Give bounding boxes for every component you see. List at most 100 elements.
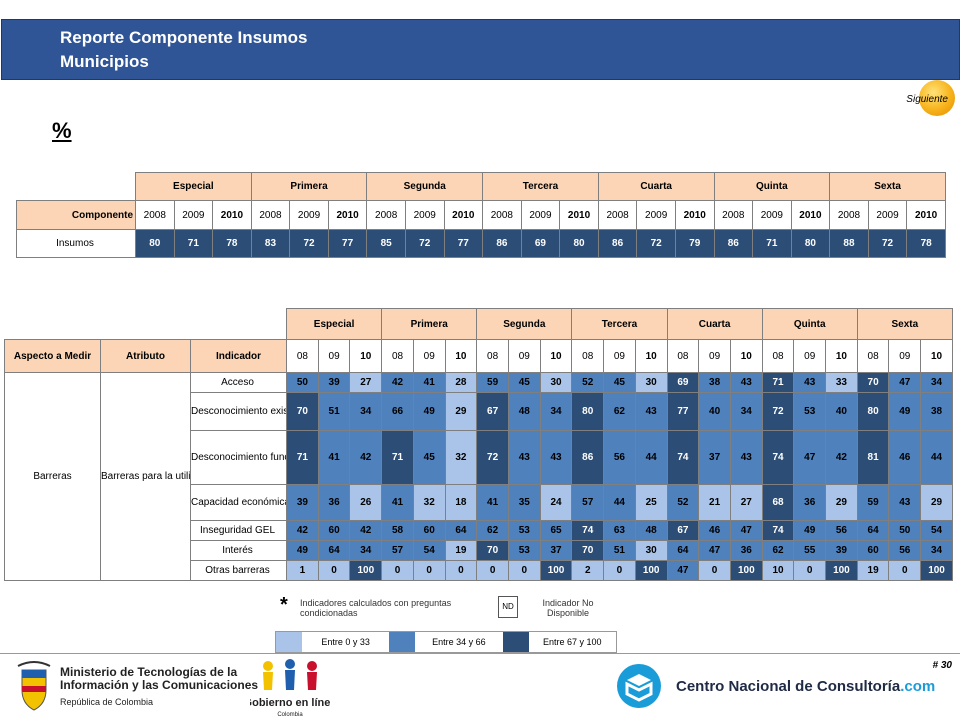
year-header: 2009	[867, 200, 908, 230]
year-header: 09	[698, 339, 731, 373]
value-cell: 19	[856, 560, 890, 581]
value-cell: 81	[856, 430, 890, 485]
value-cell: 80	[571, 392, 605, 431]
value-cell: 53	[507, 540, 541, 561]
value-cell: 19	[444, 540, 478, 561]
value-cell: 47	[888, 372, 922, 393]
value-cell: 0	[412, 560, 446, 581]
value-cell: 58	[381, 520, 414, 541]
value-cell: 29	[825, 484, 858, 521]
value-cell: 80	[790, 229, 831, 258]
value-cell: 48	[507, 392, 541, 431]
value-cell: 43	[729, 372, 763, 393]
gel-logo-subtext: Colombia	[277, 712, 303, 718]
gel-logo-text: Gobierno en línea	[250, 697, 330, 709]
category-header: Especial	[286, 308, 383, 340]
value-cell: 42	[349, 430, 383, 485]
value-cell: 65	[539, 520, 573, 541]
value-cell: 32	[444, 430, 478, 485]
year-header: 10	[349, 339, 383, 373]
value-cell: 71	[761, 372, 795, 393]
value-cell: 71	[173, 229, 214, 258]
value-cell: 2	[571, 560, 605, 581]
value-cell: 80	[135, 229, 175, 258]
value-cell: 27	[349, 372, 383, 393]
value-cell: 43	[888, 484, 922, 521]
indicator-label: Desconocimiento funcionamiento GEL	[189, 430, 288, 485]
value-cell: 0	[476, 560, 509, 581]
cnc-brand-text: Centro Nacional de Consultoría.com	[676, 678, 936, 695]
value-cell: 39	[286, 484, 319, 521]
value-cell: 43	[793, 372, 827, 393]
category-header: Cuarta	[666, 308, 763, 340]
value-cell: 85	[366, 229, 406, 258]
value-cell: 74	[666, 430, 700, 485]
value-cell: 30	[539, 372, 573, 393]
year-header: 08	[761, 339, 795, 373]
footer-divider	[0, 653, 960, 654]
value-cell: 38	[920, 392, 953, 431]
value-cell: 88	[829, 229, 869, 258]
value-cell: 80	[559, 229, 599, 258]
value-cell: 41	[476, 484, 509, 521]
year-header: 2009	[636, 200, 676, 230]
value-cell: 100	[539, 560, 573, 581]
year-header: 08	[666, 339, 700, 373]
value-cell: 64	[856, 520, 890, 541]
page-number: # 30	[932, 660, 952, 671]
value-cell: 42	[825, 430, 858, 485]
cnc-logo-icon	[617, 664, 661, 708]
value-cell: 49	[286, 540, 319, 561]
value-cell: 51	[317, 392, 351, 431]
value-cell: 70	[286, 392, 319, 431]
year-header: 2010	[559, 200, 599, 230]
year-header: 2010	[906, 200, 946, 230]
year-header: 10	[444, 339, 478, 373]
color-legend: Entre 0 y 33 Entre 34 y 66 Entre 67 y 10…	[275, 631, 617, 653]
value-cell: 74	[761, 430, 795, 485]
atributo-header: Atributo	[100, 339, 191, 373]
value-cell: 72	[636, 229, 676, 258]
value-cell: 64	[666, 540, 700, 561]
value-cell: 60	[317, 520, 351, 541]
value-cell: 27	[729, 484, 763, 521]
value-cell: 100	[729, 560, 763, 581]
category-header: Primera	[381, 308, 478, 340]
next-button[interactable]	[919, 80, 955, 116]
value-cell: 54	[412, 540, 446, 561]
value-cell: 72	[761, 392, 795, 431]
value-cell: 56	[825, 520, 858, 541]
value-cell: 51	[603, 540, 636, 561]
value-cell: 79	[674, 229, 715, 258]
value-cell: 39	[317, 372, 351, 393]
value-cell: 0	[507, 560, 541, 581]
value-cell: 34	[349, 540, 383, 561]
value-cell: 57	[381, 540, 414, 561]
value-cell: 86	[597, 229, 638, 258]
value-cell: 52	[666, 484, 700, 521]
value-cell: 44	[634, 430, 668, 485]
value-cell: 60	[856, 540, 890, 561]
value-cell: 49	[412, 392, 446, 431]
value-cell: 18	[444, 484, 478, 521]
value-cell: 86	[482, 229, 522, 258]
legend-swatch-low	[276, 632, 302, 652]
aspecto-cell: Barreras	[4, 372, 101, 581]
indicator-label: Inseguridad GEL	[189, 520, 288, 541]
value-cell: 59	[856, 484, 890, 521]
value-cell: 68	[761, 484, 795, 521]
value-cell: 53	[507, 520, 541, 541]
next-button-label[interactable]: Siguiente	[906, 94, 948, 105]
value-cell: 47	[793, 430, 827, 485]
year-header: 10	[539, 339, 573, 373]
indicator-label: Capacidad económica	[189, 484, 288, 521]
value-cell: 36	[793, 484, 827, 521]
year-header: 2008	[366, 200, 406, 230]
value-cell: 59	[476, 372, 509, 393]
value-cell: 67	[476, 392, 509, 431]
value-cell: 69	[666, 372, 700, 393]
value-cell: 43	[634, 392, 668, 431]
year-header: 2008	[482, 200, 522, 230]
value-cell: 0	[698, 560, 731, 581]
year-header: 2009	[404, 200, 445, 230]
